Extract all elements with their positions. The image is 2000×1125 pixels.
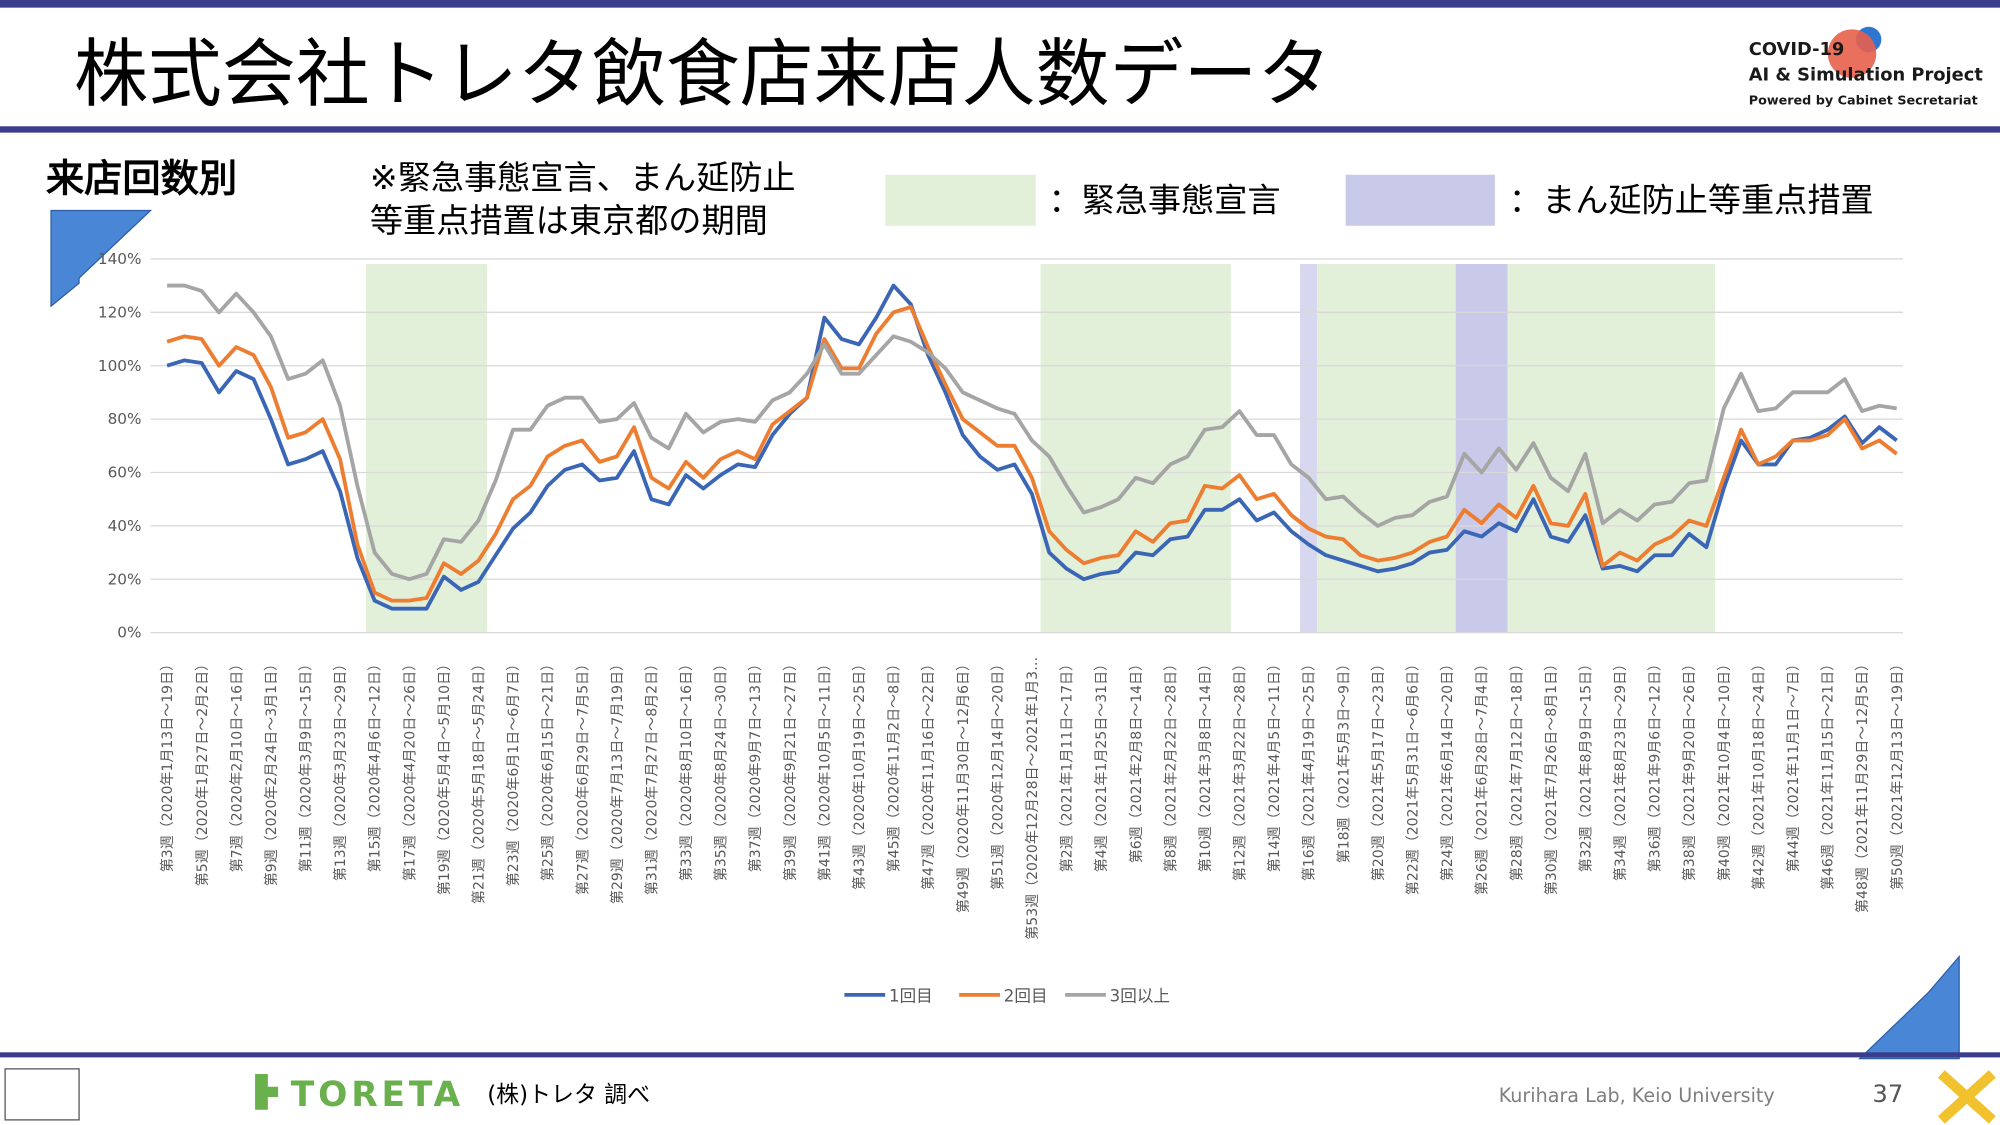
x-tick-label: 第22週（2021年5月31日～6月6日） (1404, 657, 1421, 895)
x-tick-label: 第12週（2021年3月22日～28日） (1232, 657, 1249, 881)
y-tick-label: 0% (117, 624, 141, 642)
x-tick-label: 第24週（2021年6月14日～20日） (1439, 657, 1456, 881)
lab-logo (4, 1068, 80, 1121)
x-tick-label: 第47週（2020年11月16日～22日） (920, 657, 937, 890)
x-tick-label: 第14週（2021年4月5日～11日） (1266, 657, 1283, 872)
x-tick-label: 第8週（2021年2月22日～28日） (1162, 657, 1179, 872)
x-tick-label: 第2週（2021年1月11日～17日） (1059, 657, 1076, 872)
x-tick-label: 第39週（2020年9月21日～27日） (782, 657, 799, 881)
period-span (1299, 264, 1318, 633)
x-tick-label: 第42週（2021年10月18日～24日） (1750, 657, 1767, 890)
x-tick-label: 第13週（2020年3月23日～29日） (332, 657, 349, 881)
top-bar (0, 0, 2000, 8)
x-tick-label: 第43週（2020年10月19日～25日） (851, 657, 868, 890)
logo-dot-red (1827, 29, 1877, 78)
x-tick-label: 第10週（2021年3月8日～14日） (1197, 657, 1214, 872)
source: (株)トレタ 調べ (487, 1082, 650, 1108)
x-tick-label: 第44週（2021年11月1日～7日） (1785, 657, 1802, 872)
span-legend-label: ：まん延防止等重点措置 (1509, 181, 1874, 220)
x-tick-label: 第11週（2020年3月9日～15日） (298, 657, 315, 872)
x-tick-label: 第48週（2021年11月29日～12月5日） (1854, 657, 1871, 913)
x-tick-label: 第37週（2020年9月7日～13日） (747, 657, 764, 872)
x-tick-label: 第7週（2020年2月10日～16日） (228, 657, 245, 872)
span-legend-label: ：緊急事態宣言 (1048, 181, 1280, 220)
y-tick-label: 100% (98, 357, 142, 375)
x-tick-label: 第6週（2021年2月8日～14日） (1128, 657, 1145, 863)
x-tick-label: 第34週（2021年8月23日～29日） (1612, 657, 1629, 881)
x-tick-label: 第31週（2020年7月27日～8月2日） (643, 657, 660, 895)
x-tick-label: 第53週（2020年12月28日～2021年1月3… (1024, 657, 1041, 940)
x-tick-label: 第21週（2020年5月18日～5月24日） (471, 657, 488, 904)
y-tick-label: 80% (108, 410, 142, 428)
x-tick-label: 第49週（2020年11月30日～12月6日） (955, 657, 972, 913)
series-line (166, 305, 1898, 603)
y-tick-label: 60% (108, 464, 142, 482)
x-tick-label: 第45週（2020年11月2日～8日） (886, 657, 903, 872)
x-tick-label: 第27週（2020年6月29日～7月5日） (574, 657, 591, 895)
corner-decoration (1858, 954, 1960, 1060)
period-span (365, 264, 488, 633)
x-tick-label: 第28週（2021年7月12日～18日） (1508, 657, 1525, 881)
x-tick-label: 第50週（2021年12月13日～19日） (1889, 657, 1906, 890)
x-tick-label: 第23週（2020年6月1日～6月7日） (505, 657, 522, 886)
bottom-rule (0, 1052, 2000, 1058)
x-tick-label: 第16週（2021年4月19日～25日） (1301, 657, 1318, 881)
y-tick-label: 120% (98, 303, 142, 321)
x-tick-label: 第32週（2021年8月9日～15日） (1577, 657, 1594, 872)
legend-label: 2回目 (1004, 986, 1048, 1005)
y-tick-label: 40% (108, 517, 142, 535)
logo-line: Powered by Cabinet Secretariat (1749, 94, 1978, 109)
x-tick-label: 第40週（2021年10月4日～10日） (1716, 657, 1733, 881)
page-number: 37 (1872, 1080, 1903, 1108)
note: ※緊急事態宣言、まん延防止 (370, 158, 796, 197)
x-tick-label: 第26週（2021年6月28日～7月4日） (1474, 657, 1491, 895)
x-tick-label: 第33週（2020年8月10日～16日） (678, 657, 695, 881)
period-span (1317, 264, 1456, 633)
legend-label: 1回目 (889, 986, 933, 1005)
title-rule (0, 126, 2000, 133)
x-tick-label: 第30週（2021年7月26日～8月1日） (1543, 657, 1560, 895)
series-line (166, 283, 1898, 611)
span-legend-swatch (1345, 174, 1495, 226)
x-tick-label: 第46週（2021年11月15日～21日） (1820, 657, 1837, 890)
y-tick-label: 140% (98, 250, 142, 268)
series-line (167, 283, 1897, 582)
x-icon (1937, 1070, 1996, 1124)
x-tick-label: 第51週（2020年12月14日～20日） (989, 657, 1006, 890)
legend-label: 3回以上 (1110, 986, 1170, 1005)
x-tick-label: 第5週（2020年1月27日～2月2日） (194, 657, 211, 886)
x-tick-label: 第18週（2021年5月3日～9日） (1335, 657, 1352, 863)
x-tick-label: 第17週（2020年4月20日～26日） (401, 657, 418, 881)
x-tick-label: 第29週（2020年7月13日～7月19日） (609, 657, 626, 904)
span-legend-swatch (885, 174, 1036, 226)
note: 等重点措置は東京都の期間 (370, 201, 768, 240)
title: 株式会社トレタ飲食店来店人数データ (74, 31, 1331, 117)
x-tick-label: 第9週（2020年2月24日～3月1日） (263, 657, 280, 886)
y-tick-label: 20% (108, 570, 142, 588)
plot: ：緊急事態宣言 ：まん延防止等重点措置 0% 20% 40% 60% 80% 100% 120%… (98, 174, 1906, 1005)
x-tick-label: 第19週（2020年5月4日～5月10日） (436, 657, 453, 895)
x-tick-label: 第4週（2021年1月25日～31日） (1093, 657, 1110, 872)
x-tick-label: 第35週（2020年8月24日～30日） (713, 657, 730, 881)
x-tick-label: 第41週（2020年10月5日～11日） (816, 657, 833, 881)
x-tick-label: 第20週（2021年5月17日～23日） (1370, 657, 1387, 881)
x-tick-label: 第38週（2021年9月20日～26日） (1681, 657, 1698, 881)
x-tick-label: 第15週（2020年4月6日～12日） (367, 657, 384, 872)
x-tick-label: 第36週（2021年9月6日～12日） (1647, 657, 1664, 872)
brand-icon (255, 1073, 279, 1110)
logo-line: AI & Simulation Project (1749, 64, 1984, 85)
logo-line: COVID-19 (1749, 39, 1845, 60)
x-tick-label: 第3週（2020年1月13日～19日） (159, 657, 176, 872)
lab: Kurihara Lab, Keio University (1499, 1084, 1775, 1107)
period-span (1507, 264, 1716, 633)
corner-decoration (50, 209, 153, 308)
subtitle: 来店回数別 (46, 156, 237, 201)
period-span (1040, 264, 1231, 633)
x-tick-label: 第25週（2020年6月15日～21日） (540, 657, 557, 881)
brand: TORETA (291, 1075, 464, 1115)
